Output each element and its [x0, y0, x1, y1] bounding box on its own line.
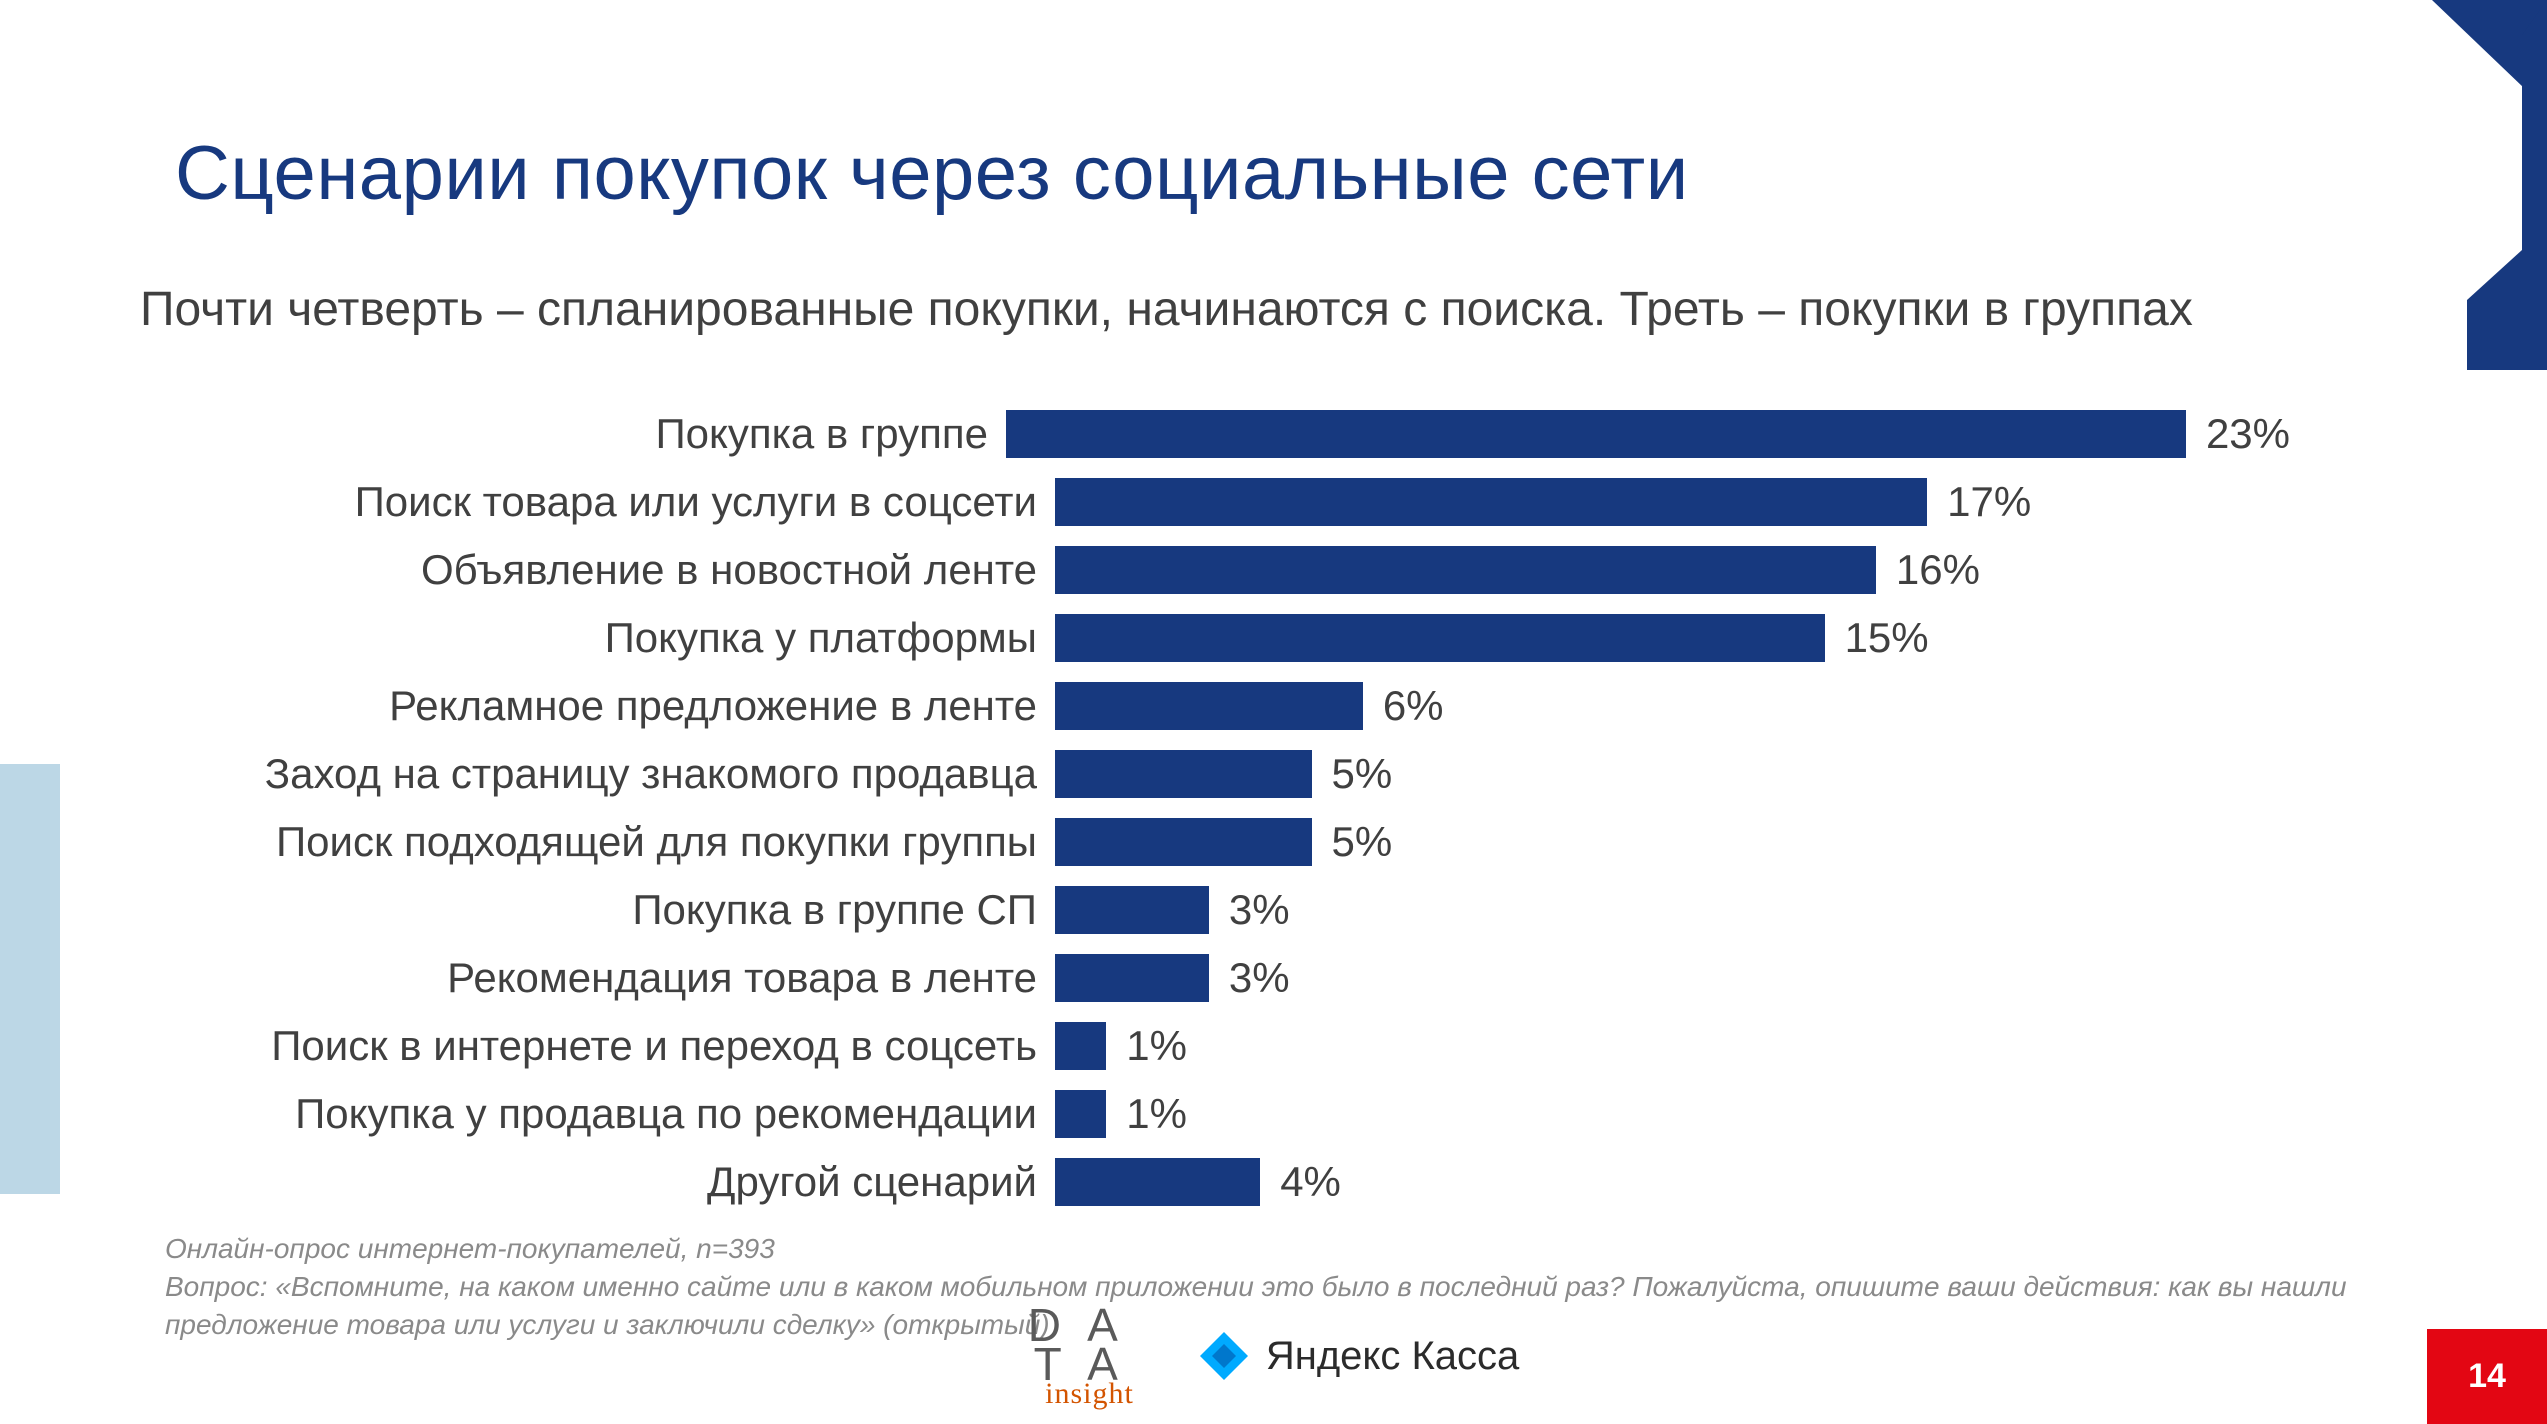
logo-row: D A T A insight Яндекс Касса — [0, 1306, 2547, 1406]
chart-row-value: 3% — [1229, 886, 1290, 934]
chart-row-label: Рекомендация товара в ленте — [140, 954, 1055, 1002]
chart-row-track: 16% — [1055, 536, 2290, 604]
chart-row: Покупка у платформы 15% — [140, 604, 2290, 672]
logo-text: insight — [1045, 1381, 1134, 1407]
chart-bar — [1055, 750, 1312, 798]
chart-row-value: 6% — [1383, 682, 1444, 730]
chart-row-label: Покупка у платформы — [140, 614, 1055, 662]
chart-row-track: 15% — [1055, 604, 2290, 672]
chart-row-label: Другой сценарий — [140, 1158, 1055, 1206]
chart-row-track: 5% — [1055, 808, 2290, 876]
chart-row-label: Покупка в группе СП — [140, 886, 1055, 934]
chart-bar — [1055, 1090, 1106, 1138]
chart-row-label: Заход на страницу знакомого продавца — [140, 750, 1055, 798]
chart-bar — [1055, 954, 1209, 1002]
slide-title: Сценарии покупок через социальные сети — [175, 130, 1689, 217]
logo-text: Яндекс Касса — [1266, 1334, 1519, 1379]
chart-row-value: 5% — [1332, 750, 1393, 798]
chart-bar — [1055, 546, 1876, 594]
slide: 14 Сценарии покупок через социальные сет… — [0, 0, 2547, 1424]
chart-bar — [1055, 1158, 1260, 1206]
slide-subtitle: Почти четверть – спланированные покупки,… — [140, 280, 2357, 340]
chart-row-track: 4% — [1055, 1148, 2290, 1216]
chart-row-label: Поиск подходящей для покупки группы — [140, 818, 1055, 866]
chart-row-track: 1% — [1055, 1012, 2290, 1080]
chart-row-track: 1% — [1055, 1080, 2290, 1148]
chart-row-track: 6% — [1055, 672, 2290, 740]
chart-bar — [1055, 478, 1927, 526]
chart-row-value: 15% — [1845, 614, 1929, 662]
chart-row-track: 3% — [1055, 944, 2290, 1012]
chart-row-value: 16% — [1896, 546, 1980, 594]
logo-data-insight: D A T A insight — [1028, 1306, 1126, 1406]
bar-chart: Покупка в группе 23% Поиск товара или услу… — [140, 400, 2290, 1216]
chart-row-value: 4% — [1280, 1158, 1341, 1206]
chart-row: Поиск в интернете и переход в соцсеть 1% — [140, 1012, 2290, 1080]
footnote-line: Онлайн-опрос интернет-покупателей, n=393 — [165, 1230, 2347, 1268]
chart-row: Объявление в новостной ленте 16% — [140, 536, 2290, 604]
chart-row: Заход на страницу знакомого продавца 5% — [140, 740, 2290, 808]
chart-bar — [1006, 410, 2186, 458]
chart-row: Поиск товара или услуги в соцсети 17% — [140, 468, 2290, 536]
chart-row-value: 5% — [1332, 818, 1393, 866]
chart-row-track: 5% — [1055, 740, 2290, 808]
chart-row-value: 1% — [1126, 1022, 1187, 1070]
chart-row-label: Рекламное предложение в ленте — [140, 682, 1055, 730]
chart-row-label: Поиск в интернете и переход в соцсеть — [140, 1022, 1055, 1070]
chart-row-value: 17% — [1947, 478, 2031, 526]
chart-row-value: 3% — [1229, 954, 1290, 1002]
chart-row-label: Покупка в группе — [140, 410, 1006, 458]
chart-bar — [1055, 682, 1363, 730]
corner-decoration-top-right — [2397, 0, 2547, 370]
chart-row: Рекламное предложение в ленте 6% — [140, 672, 2290, 740]
chart-row: Покупка в группе 23% — [140, 400, 2290, 468]
chart-row: Покупка у продавца по рекомендации 1% — [140, 1080, 2290, 1148]
chart-row: Поиск подходящей для покупки группы 5% — [140, 808, 2290, 876]
chart-bar — [1055, 1022, 1106, 1070]
chart-bar — [1055, 818, 1312, 866]
chart-row-track: 17% — [1055, 468, 2290, 536]
chart-row: Рекомендация товара в ленте 3% — [140, 944, 2290, 1012]
chart-row-value: 1% — [1126, 1090, 1187, 1138]
chart-row-track: 3% — [1055, 876, 2290, 944]
chart-bar — [1055, 614, 1825, 662]
chart-row: Покупка в группе СП 3% — [140, 876, 2290, 944]
chart-row-label: Поиск товара или услуги в соцсети — [140, 478, 1055, 526]
chart-bar — [1055, 886, 1209, 934]
chart-row-label: Объявление в новостной ленте — [140, 546, 1055, 594]
corner-decoration-bottom-left — [0, 764, 60, 1194]
chart-row-value: 23% — [2206, 410, 2290, 458]
chart-row-track: 23% — [1006, 400, 2290, 468]
logo-yandex-kassa: Яндекс Касса — [1196, 1328, 1519, 1384]
chart-row: Другой сценарий 4% — [140, 1148, 2290, 1216]
chart-row-label: Покупка у продавца по рекомендации — [140, 1090, 1055, 1138]
diamond-icon — [1196, 1328, 1252, 1384]
